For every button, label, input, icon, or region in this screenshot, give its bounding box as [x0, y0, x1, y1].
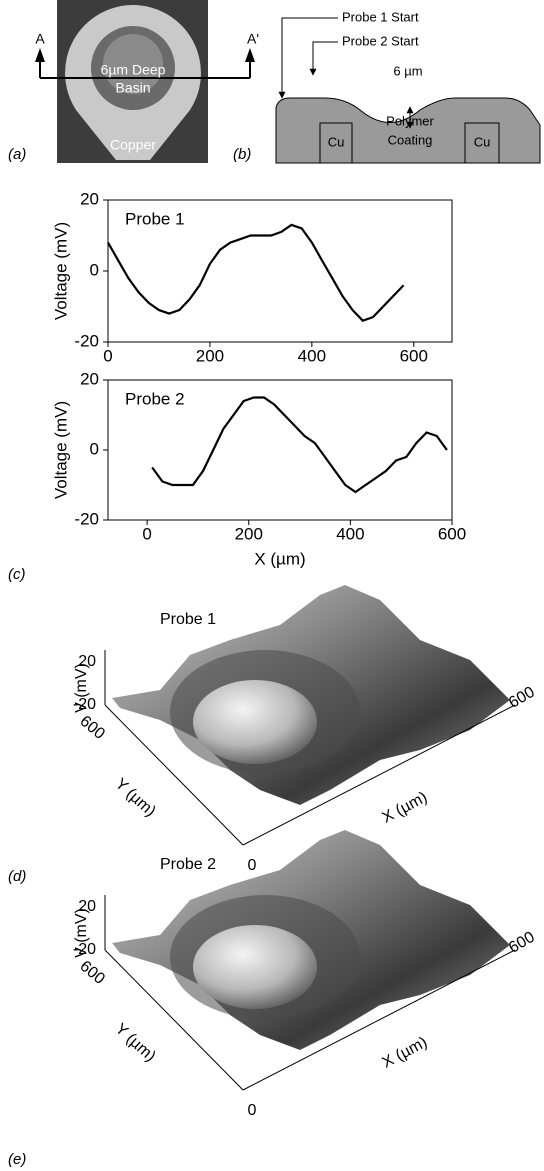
y-axis-label: Voltage (mV)	[51, 222, 70, 320]
surface-dome	[193, 925, 317, 1009]
surface-dome	[193, 680, 317, 764]
y-tick-label: 600	[76, 713, 107, 743]
origin-label: 0	[248, 857, 257, 874]
y-axis-label: Y (µm)	[112, 775, 159, 820]
x-tick-label: 400	[336, 524, 364, 543]
panel-label: (e)	[8, 1151, 26, 1168]
panel-title: Probe 2	[160, 856, 216, 873]
x-axis-label: X (µm)	[380, 789, 431, 827]
y-tick-label: -20	[74, 331, 99, 350]
cu-label: Cu	[474, 134, 491, 149]
marker-label: A'	[247, 31, 259, 47]
z-tick-label: 20	[78, 653, 96, 670]
y-tick-label: 0	[90, 439, 99, 458]
panel-label: (d)	[8, 868, 26, 885]
data-line	[151, 396, 448, 494]
z-axis-label: V (mV)	[73, 908, 90, 958]
y-axis	[104, 704, 244, 846]
x-axis-label: X (µm)	[254, 549, 305, 568]
y-axis-label: Voltage (mV)	[51, 401, 70, 499]
x-axis	[242, 949, 516, 1091]
y-tick-label: 600	[76, 958, 107, 988]
x-tick-label: 600	[400, 346, 428, 365]
depth-label: 6 µm	[393, 63, 422, 78]
x-tick-label: 200	[196, 346, 224, 365]
y-tick-label: -20	[74, 509, 99, 528]
panel-title: Probe 1	[160, 611, 216, 628]
y-tick-label: 20	[80, 369, 99, 388]
x-tick-label: 0	[142, 524, 151, 543]
basin-label: 6µm Deep	[101, 62, 166, 78]
panel-label: (a)	[8, 146, 26, 163]
origin-label: 0	[248, 1102, 257, 1119]
chart-title: Probe 2	[125, 389, 185, 408]
cu-block	[464, 122, 500, 164]
cu-block	[319, 122, 353, 164]
x-tick-label: 0	[103, 346, 112, 365]
panel-label: (c)	[8, 566, 26, 583]
probe1-pointer	[278, 17, 338, 99]
y-axis	[104, 949, 244, 1091]
coating-label: Polymer	[386, 113, 434, 128]
chart-title: Probe 1	[125, 209, 185, 228]
copper-label: Copper	[110, 137, 156, 153]
cu-label: Cu	[328, 134, 345, 149]
basin-label: Basin	[115, 80, 150, 96]
data-line	[107, 223, 405, 322]
panel-label: (b)	[233, 146, 251, 163]
z-tick-label: 20	[78, 898, 96, 915]
z-tick-label: -20	[73, 941, 96, 958]
y-tick-label: 0	[90, 260, 99, 279]
y-tick-label: 20	[80, 189, 99, 208]
probe2-pointer	[309, 41, 338, 76]
probe1-label: Probe 1 Start	[342, 9, 419, 24]
z-axis-label: V (mV)	[73, 663, 90, 713]
x-axis-label: X (µm)	[380, 1034, 431, 1072]
x-tick-label: 400	[298, 346, 326, 365]
probe2-label: Probe 2 Start	[342, 33, 419, 48]
z-tick-label: -20	[73, 696, 96, 713]
marker-label: A	[35, 31, 45, 47]
x-tick-label: 200	[235, 524, 263, 543]
y-axis-label: Y (µm)	[112, 1020, 159, 1065]
x-tick-label: 600	[438, 524, 466, 543]
x-axis	[242, 704, 516, 846]
coating-profile	[275, 97, 541, 164]
coating-label: Coating	[388, 132, 433, 147]
